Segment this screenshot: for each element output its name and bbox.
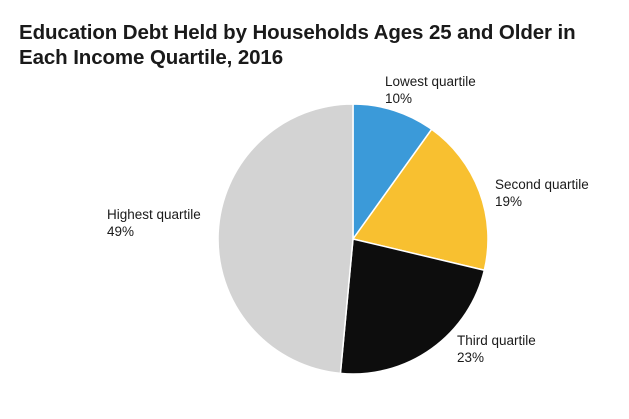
label-lowest-quartile: Lowest quartile 10% bbox=[385, 73, 476, 107]
label-highest-quartile-value: 49% bbox=[107, 224, 135, 239]
label-lowest-quartile-name: Lowest quartile bbox=[385, 74, 476, 89]
label-second-quartile-value: 19% bbox=[495, 194, 523, 209]
pie-slice-second-quartile bbox=[351, 128, 489, 272]
label-second-quartile-name: Second quartile bbox=[495, 177, 589, 192]
pie-slice-highest-quartile bbox=[217, 103, 354, 375]
label-third-quartile: Third quartile 23% bbox=[457, 332, 536, 366]
label-third-quartile-value: 23% bbox=[457, 350, 485, 365]
pie-slice-third-quartile bbox=[339, 238, 486, 375]
label-lowest-quartile-value: 10% bbox=[385, 91, 413, 106]
label-highest-quartile-name: Highest quartile bbox=[107, 207, 201, 222]
chart-title: Education Debt Held by Households Ages 2… bbox=[19, 21, 576, 69]
label-second-quartile: Second quartile 19% bbox=[495, 176, 589, 210]
label-highest-quartile: Highest quartile 49% bbox=[107, 206, 201, 240]
pie-slice-lowest-quartile bbox=[352, 103, 433, 242]
label-third-quartile-name: Third quartile bbox=[457, 333, 536, 348]
